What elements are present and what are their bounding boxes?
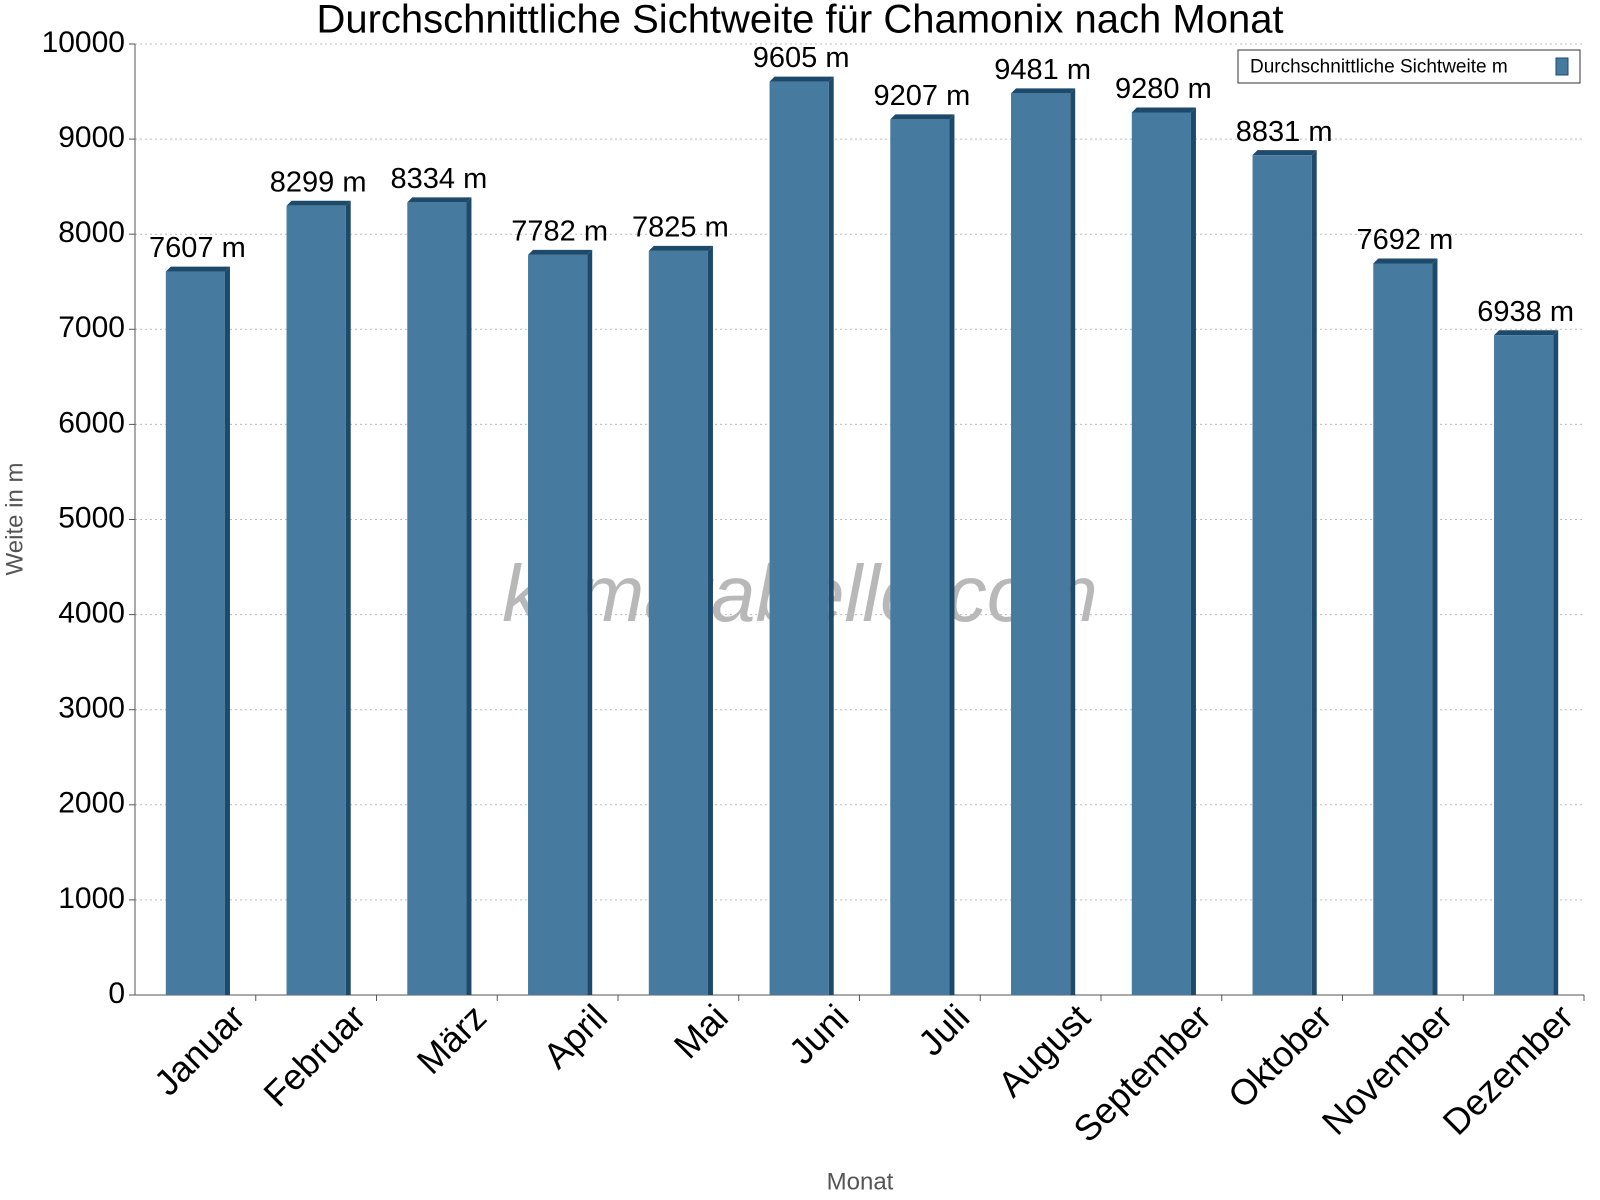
bar-side xyxy=(587,249,593,996)
x-axis-label: Monat xyxy=(827,1168,894,1195)
bar-top xyxy=(1494,330,1559,336)
bar xyxy=(1011,93,1071,995)
bar-side xyxy=(1070,88,1076,995)
bar-side xyxy=(466,197,472,996)
bar-side xyxy=(828,76,834,995)
bar-top xyxy=(1011,88,1076,94)
bar-side xyxy=(949,114,955,995)
y-tick-label: 2000 xyxy=(58,787,125,820)
y-tick-label: 0 xyxy=(108,977,125,1010)
bar-top xyxy=(648,245,713,251)
y-tick-label: 6000 xyxy=(58,406,125,439)
bar-top xyxy=(1252,150,1317,156)
bar xyxy=(528,254,588,996)
y-tick-label: 7000 xyxy=(58,311,125,344)
chart-title: Durchschnittliche Sichtweite für Chamoni… xyxy=(316,0,1283,42)
bar-top xyxy=(407,197,472,203)
bar-side xyxy=(707,245,713,995)
data-label: 6938 m xyxy=(1477,296,1574,328)
bar-top xyxy=(528,249,593,255)
bar-side xyxy=(1432,258,1438,995)
data-label: 9207 m xyxy=(874,80,971,112)
bar-top xyxy=(769,76,834,82)
y-axis-label: Weite in m xyxy=(1,463,28,576)
bar-top xyxy=(1373,258,1438,264)
bar-top xyxy=(165,266,230,272)
y-tick-label: 10000 xyxy=(42,26,125,59)
bar-side xyxy=(1311,150,1317,996)
data-label: 8299 m xyxy=(270,166,367,198)
bar xyxy=(1494,335,1554,996)
data-label: 9280 m xyxy=(1115,73,1212,105)
data-label: 7825 m xyxy=(632,211,729,243)
bar-top xyxy=(286,200,351,206)
data-label: 8334 m xyxy=(391,163,488,195)
y-tick-label: 1000 xyxy=(58,882,125,915)
y-tick-label: 9000 xyxy=(58,121,125,154)
bar xyxy=(1373,263,1433,995)
bar xyxy=(890,119,950,995)
bar xyxy=(165,271,225,995)
bar-side xyxy=(1553,330,1559,996)
bar xyxy=(1252,155,1312,996)
y-tick-label: 4000 xyxy=(58,597,125,630)
data-label: 9605 m xyxy=(753,42,850,74)
data-label: 9481 m xyxy=(994,54,1091,86)
y-tick-label: 8000 xyxy=(58,216,125,249)
y-tick-label: 3000 xyxy=(58,692,125,725)
y-tick-label: 5000 xyxy=(58,501,125,534)
legend-box xyxy=(1237,49,1581,84)
legend-label: Durchschnittliche Sichtweite m xyxy=(1250,57,1508,78)
data-label: 8831 m xyxy=(1236,116,1333,148)
bar xyxy=(1131,112,1191,996)
bar xyxy=(648,250,708,995)
data-label: 7782 m xyxy=(511,216,608,248)
data-label: 7692 m xyxy=(1357,224,1454,256)
data-label: 7607 m xyxy=(149,232,246,264)
bar-side xyxy=(345,200,351,995)
bar-top xyxy=(890,114,955,120)
bar-side xyxy=(1190,107,1196,996)
legend-swatch xyxy=(1555,57,1569,76)
bar xyxy=(769,81,829,995)
bar-side xyxy=(224,266,230,995)
bar-top xyxy=(1131,107,1196,113)
bar xyxy=(286,205,346,995)
bar xyxy=(407,202,467,996)
